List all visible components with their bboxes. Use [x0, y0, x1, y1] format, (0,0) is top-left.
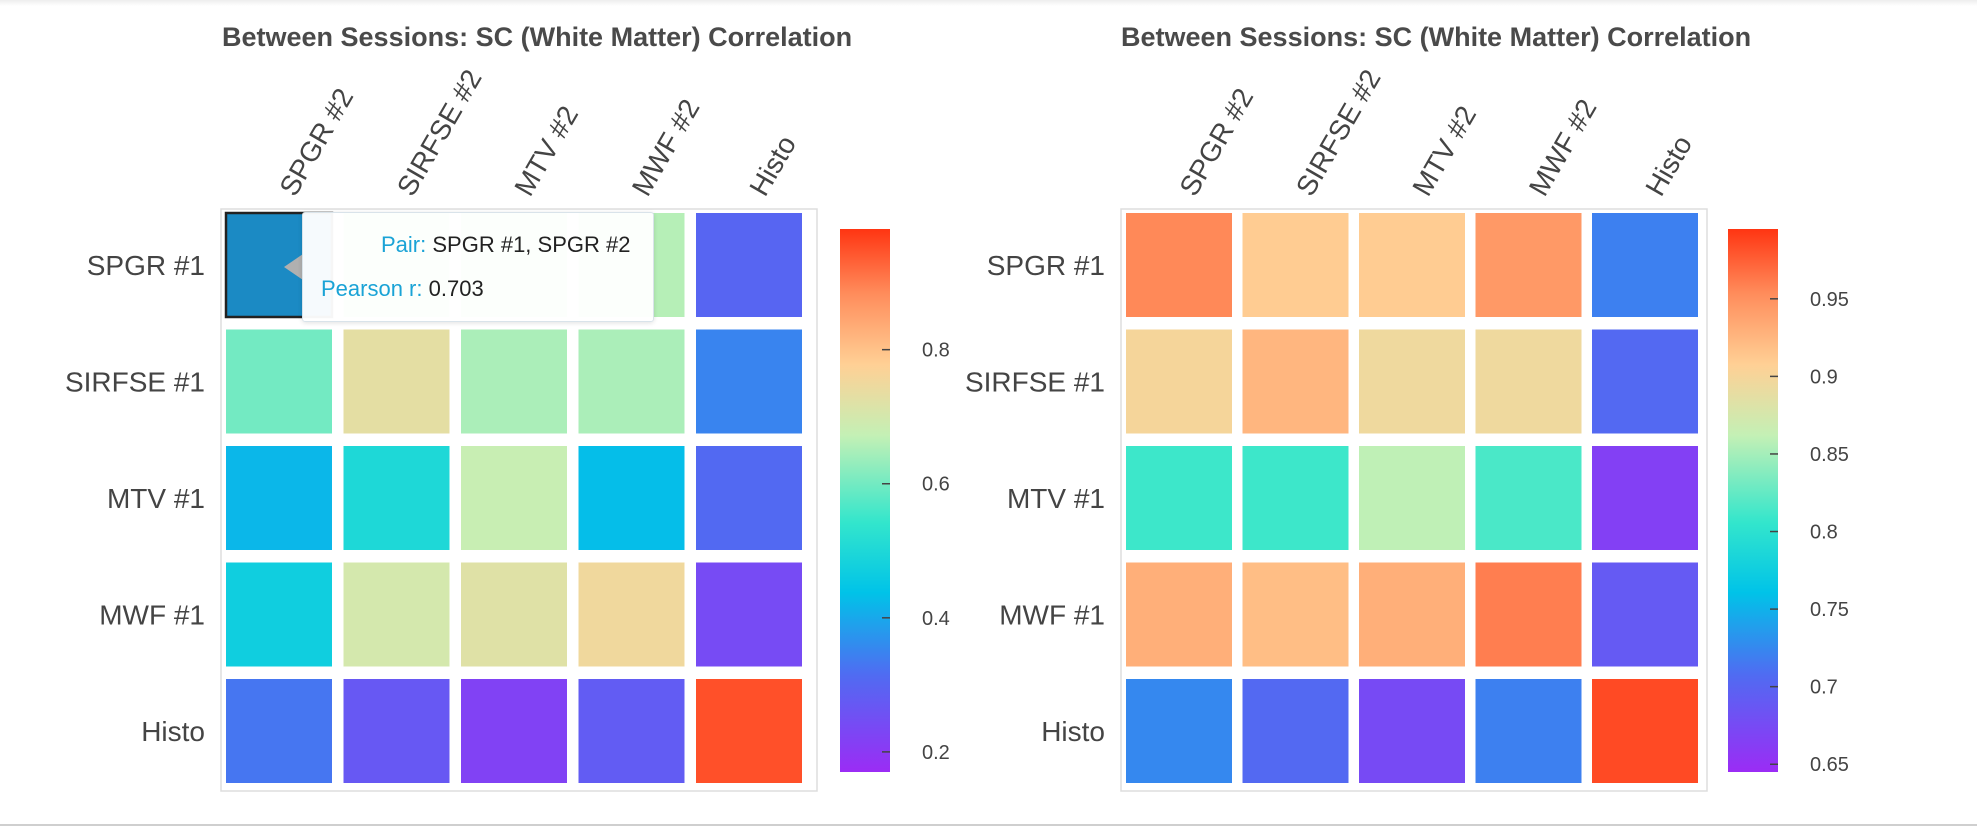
heatmap-cell-r2-c3[interactable] — [1475, 446, 1582, 550]
colorbar-tick-label: 0.7 — [1810, 677, 1838, 699]
heatmap-cell-r1-c4[interactable] — [696, 329, 802, 434]
colorbar-tick-label: 0.8 — [922, 340, 950, 362]
x-tick-label: SIRFSE #2 — [391, 64, 488, 201]
heatmap-cell-r2-c2[interactable] — [461, 446, 567, 550]
y-tick-label: MWF #1 — [999, 600, 1105, 631]
heatmap-cell-r4-c3[interactable] — [578, 679, 685, 783]
heatmap-cell-r4-c4[interactable] — [1592, 679, 1698, 783]
x-tick-label: Histo — [1639, 130, 1698, 201]
heatmap-cell-r0-c1[interactable] — [1242, 213, 1349, 317]
chart-title: Between Sessions: SC (White Matter) Corr… — [222, 22, 852, 52]
x-tick-label: SIRFSE #2 — [1290, 64, 1387, 201]
y-tick-label: SPGR #1 — [987, 250, 1105, 281]
chart-title: Between Sessions: SC (White Matter) Corr… — [1121, 22, 1751, 52]
heatmap-cell-r3-c0[interactable] — [226, 562, 332, 667]
heatmap-cell-r1-c2[interactable] — [461, 329, 567, 434]
x-tick-label: Histo — [743, 130, 802, 201]
colorbar-tick-label: 0.65 — [1810, 754, 1849, 776]
heatmap-cell-r1-c1[interactable] — [1242, 329, 1349, 434]
heatmap-cell-r4-c2[interactable] — [1359, 679, 1465, 783]
heatmap-cell-r1-c2[interactable] — [1359, 329, 1465, 434]
heatmap-cell-r2-c0[interactable] — [226, 446, 332, 550]
heatmap-cell-r2-c4[interactable] — [1592, 446, 1698, 550]
heatmap-cell-r3-c3[interactable] — [1475, 562, 1582, 667]
plot-frame — [1120, 208, 1708, 792]
top-border — [0, 0, 1977, 6]
heatmap-right: Between Sessions: SC (White Matter) Corr… — [965, 22, 1849, 792]
colorbar-tick-label: 0.95 — [1810, 289, 1849, 311]
heatmap-cell-r4-c0[interactable] — [1126, 679, 1232, 783]
heatmap-cell-r3-c4[interactable] — [696, 562, 802, 667]
y-tick-label: SIRFSE #1 — [965, 367, 1105, 398]
x-tick-label: MTV #2 — [508, 101, 584, 201]
tooltip-r-label: Pearson r: — [321, 276, 423, 301]
heatmap-cell-r4-c1[interactable] — [343, 679, 450, 783]
tooltip-r-value: 0.703 — [428, 276, 484, 301]
colorbar-tick-label: 0.2 — [922, 742, 950, 764]
colorbar — [1728, 229, 1778, 772]
heatmap-cell-r0-c2[interactable] — [1359, 213, 1465, 317]
colorbar-tick-label: 0.8 — [1810, 522, 1838, 544]
tooltip-pair-label: Pair: — [381, 232, 427, 257]
heatmap-cell-r3-c1[interactable] — [343, 562, 450, 667]
y-tick-label: SPGR #1 — [87, 250, 205, 281]
heatmap-cell-r0-c4[interactable] — [696, 213, 802, 317]
heatmap-cell-r1-c3[interactable] — [578, 329, 685, 434]
tooltip-pointer — [284, 254, 303, 280]
heatmap-cell-r4-c1[interactable] — [1242, 679, 1349, 783]
x-tick-label: MWF #2 — [626, 94, 706, 201]
heatmap-cell-r1-c3[interactable] — [1475, 329, 1582, 434]
heatmap-cell-r2-c0[interactable] — [1126, 446, 1232, 550]
y-tick-label: MTV #1 — [1007, 483, 1105, 514]
colorbar-tick-label: 0.9 — [1810, 366, 1838, 388]
x-tick-label: MWF #2 — [1523, 94, 1603, 201]
heatmap-cell-r4-c0[interactable] — [226, 679, 332, 783]
x-tick-label: MTV #2 — [1406, 101, 1482, 201]
heatmap-cell-r4-c4[interactable] — [696, 679, 802, 783]
colorbar-tick-label: 0.75 — [1810, 599, 1849, 621]
y-tick-label: Histo — [141, 716, 205, 747]
heatmap-cell-r3-c2[interactable] — [1359, 562, 1465, 667]
tooltip-pair-row: Pair: SPGR #1, SPGR #2 — [381, 232, 630, 258]
heatmap-cell-r3-c4[interactable] — [1592, 562, 1698, 667]
y-tick-label: Histo — [1041, 716, 1105, 747]
heatmap-cell-r3-c3[interactable] — [578, 562, 685, 667]
heatmap-cell-r0-c3[interactable] — [1475, 213, 1582, 317]
y-tick-label: SIRFSE #1 — [65, 367, 205, 398]
heatmap-cell-r1-c1[interactable] — [343, 329, 450, 434]
colorbar-tick-label: 0.85 — [1810, 444, 1849, 466]
heatmap-cell-r4-c3[interactable] — [1475, 679, 1582, 783]
heatmap-cell-r2-c3[interactable] — [578, 446, 685, 550]
y-tick-label: MWF #1 — [99, 600, 205, 631]
colorbar-tick-label: 0.6 — [922, 474, 950, 496]
y-tick-label: MTV #1 — [107, 483, 205, 514]
heatmap-cell-r0-c0[interactable] — [1126, 213, 1232, 317]
heatmap-cell-r4-c2[interactable] — [461, 679, 567, 783]
heatmap-cell-r2-c2[interactable] — [1359, 446, 1465, 550]
tooltip-r-row: Pearson r: 0.703 — [321, 276, 484, 302]
heatmap-cell-r1-c0[interactable] — [1126, 329, 1232, 434]
heatmap-cell-r3-c2[interactable] — [461, 562, 567, 667]
heatmap-left: Between Sessions: SC (White Matter) Corr… — [65, 22, 950, 792]
colorbar-tick-label: 0.4 — [922, 608, 950, 630]
heatmap-cell-r2-c1[interactable] — [1242, 446, 1349, 550]
heatmap-cell-r2-c1[interactable] — [343, 446, 450, 550]
tooltip-pair-value: SPGR #1, SPGR #2 — [432, 232, 631, 257]
heatmap-cell-r1-c0[interactable] — [226, 329, 332, 434]
heatmap-cell-r3-c0[interactable] — [1126, 562, 1232, 667]
colorbar — [840, 229, 890, 772]
x-tick-label: SPGR #2 — [273, 83, 359, 201]
x-tick-label: SPGR #2 — [1173, 83, 1259, 201]
heatmap-cell-r3-c1[interactable] — [1242, 562, 1349, 667]
heatmap-cell-r2-c4[interactable] — [696, 446, 802, 550]
hover-tooltip: Pair: SPGR #1, SPGR #2 Pearson r: 0.703 — [302, 212, 654, 322]
heatmap-cell-r0-c4[interactable] — [1592, 213, 1698, 317]
bottom-border — [0, 824, 1977, 826]
plot-frame — [220, 208, 818, 792]
heatmap-cell-r1-c4[interactable] — [1592, 329, 1698, 434]
